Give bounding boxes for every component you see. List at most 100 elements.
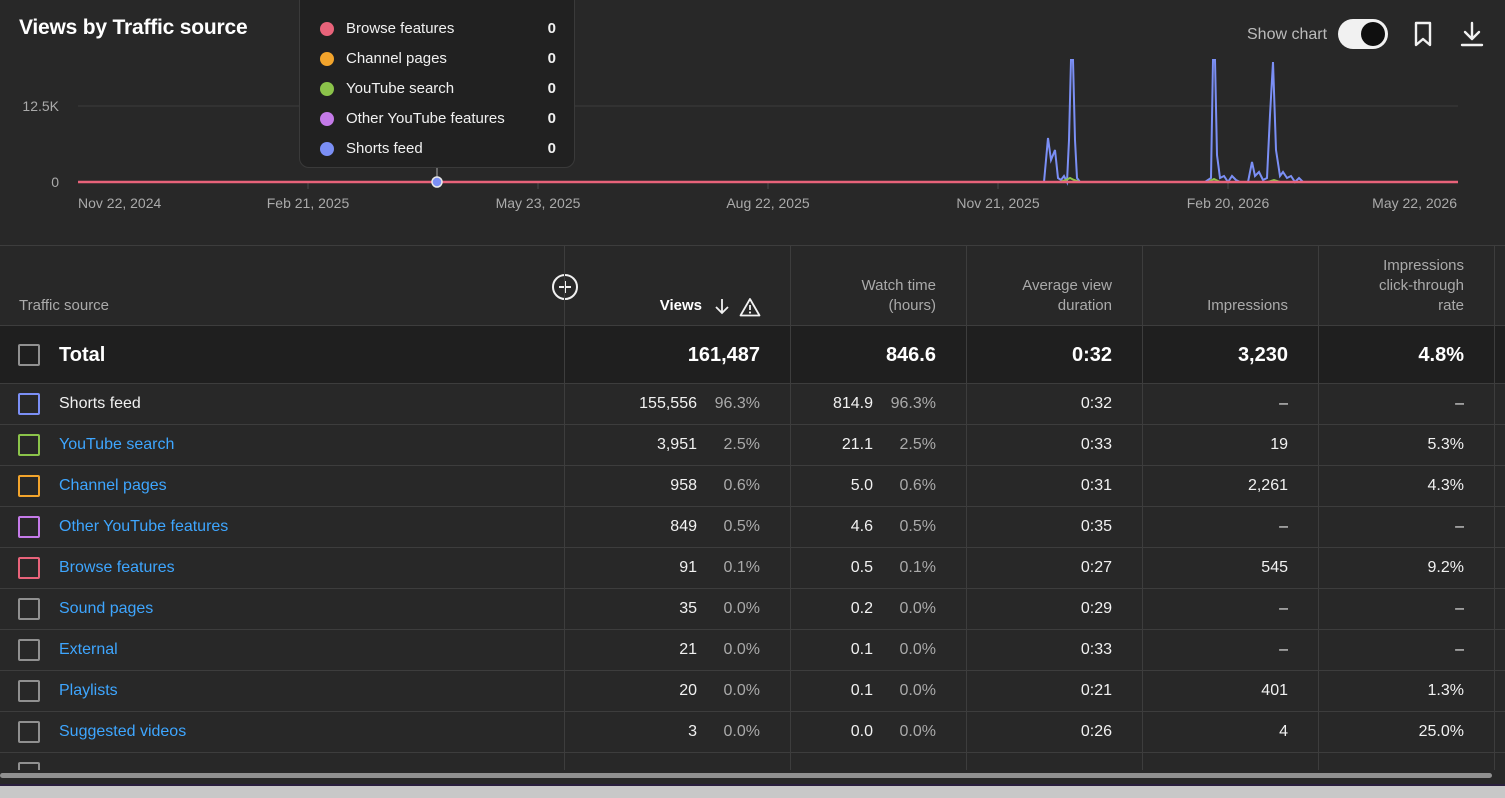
table-row: Suggested videos 3 0.0% 0.0 0.0% 0:26 4 25.0% <box>0 711 1505 752</box>
header-views[interactable]: Views <box>659 297 702 314</box>
header-watch-time[interactable]: Watch time (hours) <box>861 277 936 314</box>
row-views-pct: 0.5% <box>723 518 760 535</box>
row-ctr: 1.3% <box>1427 682 1464 699</box>
table-row: Other YouTube features 849 0.5% 4.6 0.5% 0:35… <box>0 506 1505 547</box>
total-views: 161,487 <box>687 344 760 366</box>
row-checkbox[interactable] <box>18 475 40 497</box>
total-impressions: 3,230 <box>1237 344 1288 366</box>
legend-dot <box>320 82 334 96</box>
row-watch-pct: 0.6% <box>899 477 936 494</box>
row-checkbox[interactable] <box>18 516 40 538</box>
row-avd: 0:31 <box>1080 477 1112 494</box>
row-views-pct: 0.1% <box>723 559 760 576</box>
row-watch-pct: 2.5% <box>899 436 936 453</box>
chart-title: Views by Traffic source <box>19 16 248 39</box>
row-views: 20 <box>679 682 697 699</box>
row-views: 91 <box>679 559 697 576</box>
traffic-source-link[interactable]: Other YouTube features <box>59 518 229 535</box>
row-views: 3,951 <box>656 436 697 453</box>
row-watch-pct: 0.0% <box>899 600 936 617</box>
row-watch-time: 0.0 <box>850 723 873 740</box>
warning-icon[interactable] <box>739 297 761 317</box>
sort-down-arrow-icon[interactable] <box>714 298 730 316</box>
add-circle-icon <box>552 274 578 300</box>
row-impressions: 4 <box>1279 723 1288 740</box>
row-avd: 0:21 <box>1080 682 1112 699</box>
traffic-source-link[interactable]: Browse features <box>59 559 175 576</box>
column-divider <box>1142 245 1143 770</box>
row-views-pct: 0.6% <box>723 477 760 494</box>
traffic-source-link[interactable]: External <box>59 641 118 658</box>
row-views: 958 <box>670 477 697 494</box>
row-watch-pct: 0.0% <box>899 723 936 740</box>
table-row: External 21 0.0% 0.1 0.0% 0:33 – – <box>0 629 1505 670</box>
row-checkbox[interactable] <box>18 721 40 743</box>
bottom-edge <box>0 784 1505 798</box>
add-column-button[interactable] <box>551 273 579 301</box>
column-divider <box>1318 245 1319 770</box>
traffic-source-link[interactable]: Playlists <box>59 682 118 699</box>
tooltip-row: Channel pages 0 <box>320 49 556 69</box>
legend-dot <box>320 52 334 66</box>
row-avd: 0:27 <box>1080 559 1112 576</box>
x-tick-label: Nov 22, 2024 <box>78 195 161 211</box>
row-checkbox[interactable] <box>18 762 40 770</box>
total-label: Total <box>59 344 106 366</box>
row-checkbox[interactable] <box>18 434 40 456</box>
row-watch-time: 5.0 <box>850 477 873 494</box>
download-button[interactable] <box>1457 19 1487 49</box>
header-traffic-source[interactable]: Traffic source <box>19 297 110 314</box>
column-divider <box>564 245 565 770</box>
row-ctr: 9.2% <box>1427 559 1464 576</box>
x-tick-label: Feb 20, 2026 <box>1187 195 1270 211</box>
row-checkbox[interactable] <box>18 393 40 415</box>
row-avd: 0:33 <box>1080 641 1112 658</box>
table-row: Sound pages 35 0.0% 0.2 0.0% 0:29 – – <box>0 588 1505 629</box>
bookmark-button[interactable] <box>1408 19 1438 49</box>
row-impressions: 545 <box>1261 559 1288 576</box>
traffic-source-link[interactable]: Suggested videos <box>59 723 187 740</box>
row-views: 3 <box>688 723 697 740</box>
row-views-pct: 0.0% <box>723 600 760 617</box>
table-row: YouTube search 3,951 2.5% 21.1 2.5% 0:33 19 5.3… <box>0 424 1505 465</box>
row-watch-pct: 0.1% <box>899 559 936 576</box>
table-row: Browse features 91 0.1% 0.5 0.1% 0:27 545 9.2% <box>0 547 1505 588</box>
views-line-chart: 12.5K 0 Nov 22, 2024 Feb 21, 2025 May 23… <box>22 59 1458 211</box>
row-checkbox[interactable] <box>18 680 40 702</box>
row-checkbox[interactable] <box>18 557 40 579</box>
header-impressions[interactable]: Impressions <box>1207 297 1288 314</box>
row-watch-pct: 96.3% <box>890 395 936 412</box>
table-row: Channel pages 958 0.6% 5.0 0.6% 0:31 2,261 4.3% <box>0 465 1505 506</box>
table-row: Shorts feed 155,556 96.3% 814.9 96.3% 0:32 – – <box>0 383 1505 424</box>
row-views-pct: 0.0% <box>723 682 760 699</box>
row-ctr: – <box>1455 395 1464 412</box>
hover-point <box>431 176 443 188</box>
row-avd: 0:29 <box>1080 600 1112 617</box>
row-impressions: – <box>1279 395 1288 412</box>
row-views: 155,556 <box>639 395 697 412</box>
row-ctr: 4.3% <box>1427 477 1464 494</box>
horizontal-scrollbar[interactable] <box>0 773 1492 778</box>
row-views-pct: 0.0% <box>723 641 760 658</box>
row-watch-time: 21.1 <box>841 436 873 453</box>
row-checkbox[interactable] <box>18 639 40 661</box>
row-watch-pct: 0.0% <box>899 641 936 658</box>
show-chart-toggle[interactable] <box>1338 19 1388 49</box>
traffic-source-link[interactable]: YouTube search <box>59 436 175 453</box>
row-views: 35 <box>679 600 697 617</box>
legend-dot <box>320 142 334 156</box>
traffic-source-link[interactable]: Sound pages <box>59 600 154 617</box>
traffic-source-label: Shorts feed <box>59 395 141 412</box>
row-ctr: 5.3% <box>1427 436 1464 453</box>
total-checkbox[interactable] <box>18 344 40 366</box>
row-ctr: – <box>1455 600 1464 617</box>
total-row: Total 161,487 846.6 0:32 3,230 4.8% <box>0 325 1505 383</box>
header-impressions-ctr[interactable]: Impressions click-through rate <box>1378 257 1464 314</box>
show-chart-label: Show chart <box>1247 26 1328 43</box>
row-watch-pct: 0.5% <box>899 518 936 535</box>
header-average-view-duration[interactable]: Average view duration <box>1022 277 1112 314</box>
row-views: 21 <box>679 641 697 658</box>
row-checkbox[interactable] <box>18 598 40 620</box>
legend-dot <box>320 22 334 36</box>
traffic-source-link[interactable]: Channel pages <box>59 477 167 494</box>
